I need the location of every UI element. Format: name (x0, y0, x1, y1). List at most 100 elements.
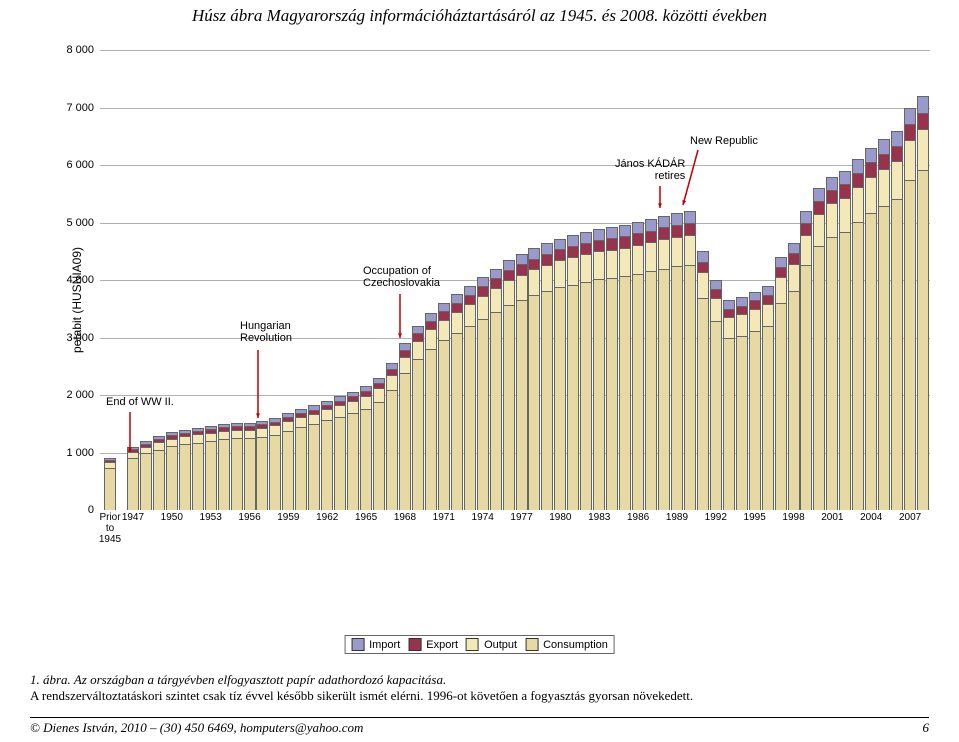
bar-segment-consumption (231, 438, 243, 510)
bar (554, 239, 566, 510)
bar-segment-output (632, 245, 644, 274)
bar (386, 363, 398, 510)
bar (606, 227, 618, 510)
annotation-arrow (124, 406, 136, 463)
x-tick-label: 1953 (200, 512, 222, 523)
bar-segment-import (788, 243, 800, 254)
x-tick-label: 1989 (666, 512, 688, 523)
x-tick-label: 2004 (860, 512, 882, 523)
x-tick-label: 1962 (316, 512, 338, 523)
bar-segment-import (451, 294, 463, 303)
bar-segment-output (736, 314, 748, 335)
bar-segment-output (256, 428, 268, 437)
bar-segment-import (606, 227, 618, 238)
legend-swatch (466, 638, 479, 651)
bar (917, 96, 929, 510)
bar-segment-output (373, 388, 385, 401)
x-tick-label: 1980 (549, 512, 571, 523)
annotation-label: János KÁDÁRretires (615, 158, 685, 182)
bar-segment-output (490, 288, 502, 312)
bar-segment-consumption (153, 450, 165, 510)
bar-segment-output (684, 235, 696, 265)
bar-segment-consumption (399, 373, 411, 510)
bar (179, 430, 191, 511)
bar (231, 423, 243, 510)
bar (282, 413, 294, 510)
x-axis: Priorto194519471950195319561959196219651… (100, 512, 930, 528)
bar (865, 148, 877, 510)
bar-segment-import (425, 313, 437, 321)
bar-segment-export (813, 201, 825, 214)
bar (464, 286, 476, 510)
caption-line-1: 1. ábra. Az országban a tárgyévben elfog… (30, 672, 446, 687)
bar (904, 108, 916, 511)
bar-segment-output (192, 434, 204, 442)
bar-segment-export (775, 267, 787, 277)
y-tick-label: 0 (88, 504, 94, 516)
bar-segment-output (477, 296, 489, 319)
bar-segment-consumption (749, 331, 761, 510)
plot-area: 01 0002 0003 0004 0005 0006 0007 0008 00… (100, 50, 930, 510)
bar-segment-consumption (723, 338, 735, 510)
annotation-label: End of WW II. (106, 396, 174, 408)
bar-segment-output (399, 357, 411, 374)
y-tick-label: 1 000 (66, 447, 94, 459)
bar-segment-consumption (464, 326, 476, 510)
bar-segment-import (891, 131, 903, 146)
bar-segment-import (580, 232, 592, 243)
bar-segment-import (503, 260, 515, 270)
x-tick-label: 1971 (433, 512, 455, 523)
bar-segment-consumption (205, 441, 217, 510)
bar-segment-consumption (140, 453, 152, 510)
bar-segment-consumption (852, 222, 864, 510)
legend-label: Import (369, 639, 400, 651)
bar (166, 432, 178, 510)
bar-segment-consumption (775, 303, 787, 510)
bar (490, 269, 502, 511)
legend-swatch (408, 638, 421, 651)
bar-segment-output (528, 269, 540, 295)
bar-segment-import (904, 108, 916, 124)
bar-segment-output (218, 431, 230, 440)
page-title: Húsz ábra Magyarország információháztart… (0, 0, 959, 26)
bar-segment-consumption (308, 424, 320, 510)
bar-segment-consumption (347, 413, 359, 510)
bar-segment-export (865, 162, 877, 176)
bar-segment-export (632, 233, 644, 245)
bar (104, 458, 116, 510)
bar-segment-export (567, 246, 579, 257)
bar-segment-consumption (891, 199, 903, 510)
bar-segment-output (321, 409, 333, 420)
bar-segment-output (671, 237, 683, 267)
bar-segment-consumption (127, 458, 139, 510)
bar-segment-output (308, 414, 320, 424)
caption: 1. ábra. Az országban a tárgyévben elfog… (30, 672, 929, 704)
bar-segment-import (878, 139, 890, 154)
bar-segment-output (917, 129, 929, 170)
bar-segment-output (360, 396, 372, 408)
bar-segment-consumption (451, 333, 463, 510)
bar (619, 225, 631, 510)
caption-line-2: A rendszerváltoztatáskori szintet csak t… (30, 688, 693, 703)
bar-segment-export (749, 300, 761, 309)
x-tick-label: 1950 (161, 512, 183, 523)
bar-segment-consumption (865, 213, 877, 510)
bar (567, 235, 579, 510)
bar (684, 211, 696, 510)
bar-segment-output (710, 298, 722, 321)
legend-label: Consumption (543, 639, 608, 651)
bar-segment-output (865, 177, 877, 213)
bar-segment-consumption (334, 417, 346, 510)
bar-segment-consumption (684, 265, 696, 510)
bar-segment-consumption (166, 446, 178, 510)
bar (580, 232, 592, 510)
bar (671, 213, 683, 510)
bar-segment-output (438, 320, 450, 341)
x-tick-label: 1965 (355, 512, 377, 523)
legend-label: Output (484, 639, 517, 651)
y-tick-label: 5 000 (66, 217, 94, 229)
bar-segment-consumption (697, 298, 709, 510)
bar-segment-export (697, 262, 709, 272)
bar-segment-consumption (528, 295, 540, 510)
bar-segment-output (904, 140, 916, 180)
